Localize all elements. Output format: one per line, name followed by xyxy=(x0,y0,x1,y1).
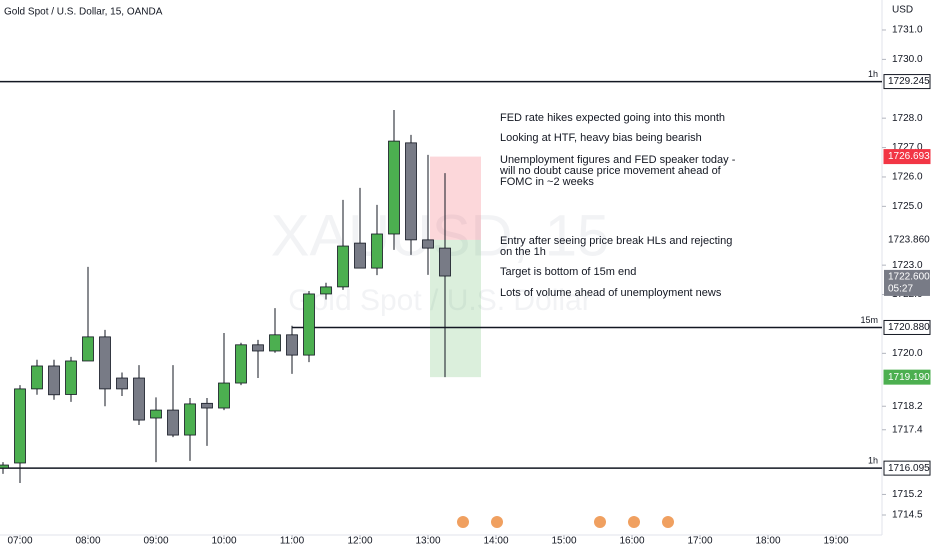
level-price-label: 1720.880 xyxy=(888,322,930,333)
target-price-label-bg xyxy=(883,369,931,385)
y-tick-label: 1727.0 xyxy=(892,142,923,153)
y-tick-label: 1717.4 xyxy=(892,424,923,435)
level-price-label: 1729.245 xyxy=(888,76,930,87)
chart-title: Gold Spot / U.S. Dollar, 15, OANDA xyxy=(4,7,163,18)
stop-price-label-bg xyxy=(883,149,931,165)
x-tick-label: 12:00 xyxy=(347,536,372,547)
event-icon xyxy=(457,516,469,528)
target-price-label: 1719.190 xyxy=(888,372,930,383)
event-icon xyxy=(594,516,606,528)
candle-body xyxy=(150,409,162,419)
candle-body xyxy=(65,360,77,395)
annotation-text: will no doubt cause price movement ahead… xyxy=(499,165,722,177)
event-icon xyxy=(662,516,674,528)
annotation-text: FOMC in ~2 weeks xyxy=(500,176,594,188)
candle-body xyxy=(371,233,383,269)
event-icon xyxy=(628,516,640,528)
candle-body xyxy=(82,336,94,362)
x-tick-label: 11:00 xyxy=(280,536,305,547)
level-price-label: 1716.095 xyxy=(888,463,930,474)
annotation-text: Unemployment figures and FED speaker tod… xyxy=(500,154,736,166)
candle-body xyxy=(184,403,196,436)
x-tick-label: 14:00 xyxy=(483,536,508,547)
x-tick-label: 18:00 xyxy=(755,536,780,547)
y-tick-label: 1730.0 xyxy=(892,54,923,65)
y-tick-label: 1714.5 xyxy=(892,510,923,521)
candle-body xyxy=(133,377,145,421)
x-tick-label: 07:00 xyxy=(7,536,32,547)
candle-body xyxy=(0,464,9,469)
level-timeframe: 1h xyxy=(868,456,878,466)
level-price-label-bg xyxy=(883,319,931,335)
candle-body xyxy=(31,365,43,390)
y-tick-label: 1726.0 xyxy=(892,172,923,183)
candle-body xyxy=(269,334,281,352)
stop-zone xyxy=(430,156,481,240)
candle-body xyxy=(439,247,451,277)
candle-body xyxy=(303,293,315,356)
x-tick-label: 08:00 xyxy=(75,536,100,547)
y-tick-label: 1718.2 xyxy=(892,401,923,412)
candle-body xyxy=(14,388,26,464)
candle-body xyxy=(167,409,179,436)
candle-body xyxy=(48,365,60,396)
x-tick-label: 17:00 xyxy=(687,536,712,547)
event-icon xyxy=(491,516,503,528)
watermark-subtitle: Gold Spot / U.S. Dollar xyxy=(288,284,591,317)
last-price-bg xyxy=(884,269,930,296)
entry-price-label-bg xyxy=(883,232,931,248)
x-tick-label: 15:00 xyxy=(551,536,576,547)
candle-body xyxy=(116,377,128,390)
candle-body xyxy=(252,344,264,352)
candle-body xyxy=(201,402,213,409)
stop-price-label: 1726.693 xyxy=(888,151,930,162)
annotation-text: Looking at HTF, heavy bias being bearish xyxy=(500,132,702,144)
y-tick-label: 1725.0 xyxy=(892,201,923,212)
x-tick-label: 19:00 xyxy=(823,536,848,547)
candle-body xyxy=(235,344,247,384)
y-tick-label: 1728.0 xyxy=(892,113,923,124)
entry-price-label: 1723.860 xyxy=(888,235,930,246)
level-price-label-bg xyxy=(883,460,931,476)
y-tick-label: 1723.0 xyxy=(892,260,923,271)
annotation-text: on the 1h xyxy=(500,246,546,258)
countdown: 05:27 xyxy=(888,284,913,295)
level-timeframe: 1h xyxy=(868,69,878,79)
event-icons xyxy=(457,516,674,528)
annotation-text: Entry after seeing price break HLs and r… xyxy=(500,235,732,247)
candle-body xyxy=(320,286,332,295)
last-price-label: 1722.600 xyxy=(888,272,930,283)
x-tick-label: 09:00 xyxy=(143,536,168,547)
y-tick-label: 1731.0 xyxy=(892,25,923,36)
level-timeframe: 15m xyxy=(860,315,878,325)
target-zone xyxy=(430,239,481,378)
candle-body xyxy=(337,245,349,288)
annotation-text: Target is bottom of 15m end xyxy=(500,266,636,278)
currency: USD xyxy=(892,5,913,16)
candle-body xyxy=(422,239,434,249)
candle-body xyxy=(354,242,366,269)
annotation-text: Lots of volume ahead of unemployment new… xyxy=(500,287,722,299)
y-tick-label: 1720.0 xyxy=(892,348,923,359)
candle-body xyxy=(286,334,298,356)
x-tick-label: 16:00 xyxy=(619,536,644,547)
level-price-label-bg xyxy=(883,74,931,90)
x-tick-label: 13:00 xyxy=(415,536,440,547)
annotation-text: FED rate hikes expected going into this … xyxy=(500,112,725,124)
y-tick-label: 1715.2 xyxy=(892,489,923,500)
x-tick-label: 10:00 xyxy=(211,536,236,547)
candle-body xyxy=(405,142,417,241)
candle-body xyxy=(388,140,400,235)
candle-body xyxy=(218,382,230,409)
candle-body xyxy=(99,336,111,390)
